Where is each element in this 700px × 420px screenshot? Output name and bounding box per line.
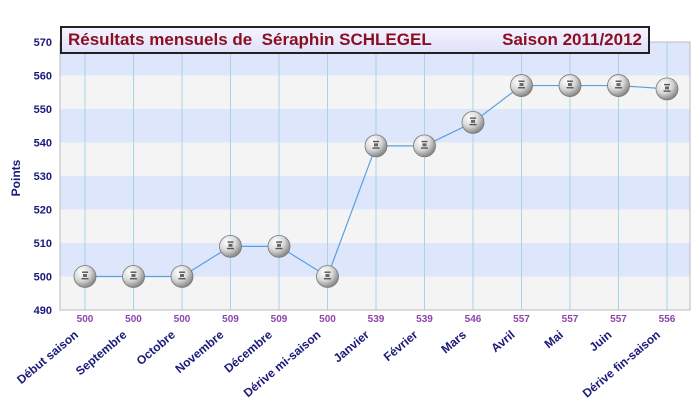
y-tick-label: 510 <box>34 238 52 250</box>
plot-band <box>60 243 690 277</box>
y-tick-label: 520 <box>34 205 52 217</box>
value-label: 539 <box>416 314 433 325</box>
y-tick-label: 500 <box>34 272 52 284</box>
data-point <box>461 111 485 134</box>
y-tick-label: 530 <box>34 171 52 183</box>
y-tick-label: 560 <box>34 71 52 83</box>
value-label: 500 <box>174 314 191 325</box>
category-label: Mars <box>438 327 469 356</box>
y-tick-labels: 490 500 510 520 530 540 550 560 570 <box>34 37 52 317</box>
data-point <box>170 265 194 288</box>
y-tick-label: 570 <box>34 37 52 49</box>
vertical-gridlines <box>84 42 668 310</box>
y-tick-label: 540 <box>34 138 52 150</box>
value-label: 509 <box>222 314 239 325</box>
chart-title-box: Résultats mensuels de Séraphin SCHLEGEL … <box>60 26 650 54</box>
data-point <box>510 74 533 97</box>
data-point <box>122 265 145 288</box>
category-label: Mai <box>542 328 566 352</box>
y-axis-label: Points <box>9 159 23 196</box>
plot-band <box>60 209 690 243</box>
chart-title: Résultats mensuels de Séraphin SCHLEGEL <box>68 30 432 49</box>
value-label: 556 <box>659 314 676 325</box>
value-label: 500 <box>125 314 142 325</box>
category-label: Juin <box>587 328 615 355</box>
data-point <box>655 77 679 101</box>
category-label: Septembre <box>73 327 130 378</box>
category-label: Octobre <box>134 327 178 368</box>
category-label: Début saison <box>14 328 81 387</box>
plot-band <box>60 176 690 210</box>
category-label: Avril <box>488 328 517 356</box>
data-point <box>316 265 339 288</box>
data-point <box>267 234 291 258</box>
value-label: 509 <box>271 314 288 325</box>
value-label: 557 <box>562 314 579 325</box>
plot-band <box>60 276 690 310</box>
value-label: 500 <box>319 314 336 325</box>
category-label: Janvier <box>331 327 372 365</box>
data-point <box>73 265 97 288</box>
value-label: 546 <box>465 314 482 325</box>
plot-bands <box>60 42 690 310</box>
value-label: 500 <box>77 314 94 325</box>
data-point <box>219 234 242 258</box>
data-points <box>73 74 679 288</box>
data-point <box>607 74 630 97</box>
chart-subtitle: Saison 2011/2012 <box>502 30 642 49</box>
value-label: 539 <box>368 314 385 325</box>
category-label: Février <box>381 327 421 364</box>
value-label: 557 <box>610 314 627 325</box>
value-labels: 500 500 500 509 509 500 539 539 546 557 557 557 556 <box>77 314 676 325</box>
plot-band <box>60 75 690 109</box>
data-point <box>558 74 582 97</box>
y-tick-label: 550 <box>34 104 52 116</box>
y-tick-label: 490 <box>34 305 52 317</box>
category-label: Novembre <box>172 327 226 376</box>
data-point <box>364 134 388 158</box>
data-point <box>413 134 436 158</box>
value-label: 557 <box>513 314 530 325</box>
